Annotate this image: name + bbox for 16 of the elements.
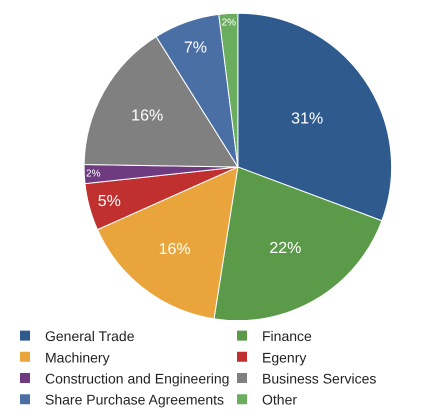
legend-label: Finance: [262, 328, 312, 344]
legend-label: Egenry: [262, 349, 306, 366]
data-label: 7%: [184, 39, 207, 56]
legend-label: Machinery: [45, 349, 110, 366]
data-label: 16%: [158, 241, 191, 258]
data-label: 5%: [98, 193, 121, 210]
data-label: 2%: [86, 168, 101, 180]
legend-label: Other: [262, 392, 298, 408]
legend-label: Business Services: [262, 370, 376, 386]
data-label: 22%: [269, 240, 302, 257]
legend-label: Share Purchase Agreements: [45, 392, 224, 408]
legend-label: General Trade: [45, 328, 135, 344]
data-label: 2%: [222, 17, 236, 28]
data-label: 16%: [131, 107, 164, 124]
data-label: 31%: [291, 110, 324, 128]
legend-label: Construction and Engineering: [45, 370, 230, 386]
